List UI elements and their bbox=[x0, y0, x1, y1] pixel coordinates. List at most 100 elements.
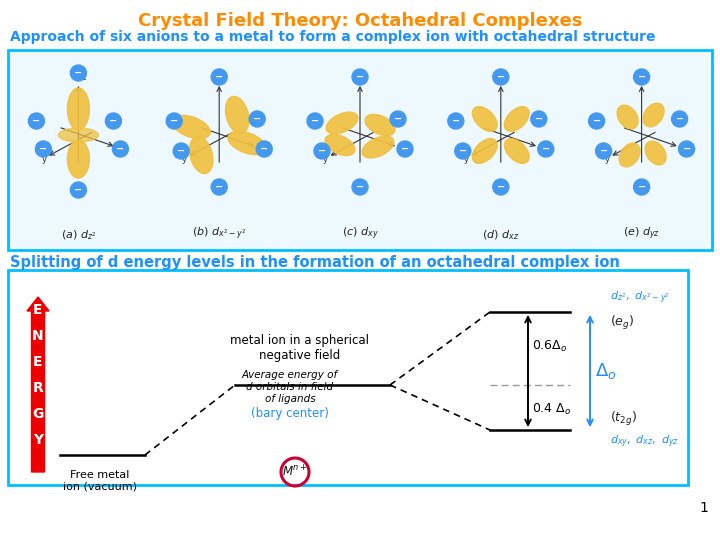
Text: x: x bbox=[258, 144, 264, 152]
Text: (bary center): (bary center) bbox=[251, 407, 329, 420]
Text: y: y bbox=[42, 156, 46, 165]
Text: Splitting of d energy levels in the formation of an octahedral complex ion: Splitting of d energy levels in the form… bbox=[10, 255, 620, 270]
Text: Average energy of
d orbitals in field
of ligands: Average energy of d orbitals in field of… bbox=[242, 370, 338, 403]
Ellipse shape bbox=[472, 106, 498, 131]
Text: z: z bbox=[222, 73, 227, 82]
Circle shape bbox=[174, 143, 189, 159]
Text: −: − bbox=[535, 114, 543, 124]
Text: −: − bbox=[637, 72, 646, 82]
Circle shape bbox=[314, 143, 330, 159]
Circle shape bbox=[589, 113, 605, 129]
Ellipse shape bbox=[228, 131, 266, 154]
Text: −: − bbox=[394, 114, 402, 124]
Text: $(t_{2g})$: $(t_{2g})$ bbox=[610, 410, 637, 428]
Text: y: y bbox=[464, 156, 469, 165]
Circle shape bbox=[538, 141, 554, 157]
Text: z: z bbox=[504, 73, 508, 82]
Circle shape bbox=[492, 69, 509, 85]
Bar bbox=[8, 270, 688, 485]
Circle shape bbox=[492, 179, 509, 195]
Text: −: − bbox=[253, 114, 261, 124]
Ellipse shape bbox=[645, 141, 666, 165]
Text: $(c)\ d_{xy}$: $(c)\ d_{xy}$ bbox=[341, 226, 379, 242]
Text: $0.6\Delta_o$: $0.6\Delta_o$ bbox=[532, 339, 567, 354]
Circle shape bbox=[448, 113, 464, 129]
Text: y: y bbox=[182, 156, 187, 165]
Circle shape bbox=[211, 179, 228, 195]
Text: $M^{n+}$: $M^{n+}$ bbox=[282, 464, 308, 480]
Circle shape bbox=[256, 141, 272, 157]
Text: $d_{xy},\ d_{xz},\ d_{yz}$: $d_{xy},\ d_{xz},\ d_{yz}$ bbox=[610, 434, 679, 450]
Circle shape bbox=[634, 179, 649, 195]
Text: x: x bbox=[399, 144, 404, 152]
Text: $(b)\ d_{x^2-y^2}$: $(b)\ d_{x^2-y^2}$ bbox=[192, 226, 246, 242]
Ellipse shape bbox=[172, 116, 210, 139]
Ellipse shape bbox=[225, 97, 249, 133]
Circle shape bbox=[307, 113, 323, 129]
Ellipse shape bbox=[619, 143, 640, 167]
Circle shape bbox=[71, 65, 86, 81]
Text: $\Delta_o$: $\Delta_o$ bbox=[595, 361, 616, 381]
Text: Approach of six anions to a metal to form a complex ion with octahedral structur: Approach of six anions to a metal to for… bbox=[10, 30, 655, 44]
Ellipse shape bbox=[68, 88, 89, 130]
Circle shape bbox=[455, 143, 471, 159]
Text: −: − bbox=[637, 182, 646, 192]
Ellipse shape bbox=[643, 103, 664, 127]
Circle shape bbox=[595, 143, 611, 159]
Text: E: E bbox=[33, 355, 42, 369]
Text: −: − bbox=[170, 116, 179, 126]
Text: $0.4\ \Delta_o$: $0.4\ \Delta_o$ bbox=[532, 402, 572, 417]
Text: x: x bbox=[540, 144, 545, 152]
Text: −: − bbox=[311, 116, 319, 126]
Ellipse shape bbox=[362, 136, 394, 158]
Text: −: − bbox=[40, 144, 48, 154]
Ellipse shape bbox=[617, 105, 638, 129]
Circle shape bbox=[166, 113, 182, 129]
Ellipse shape bbox=[58, 128, 99, 142]
Text: −: − bbox=[356, 72, 364, 82]
Text: N: N bbox=[32, 329, 44, 343]
Text: −: − bbox=[74, 68, 83, 78]
Text: G: G bbox=[32, 407, 44, 421]
Ellipse shape bbox=[505, 139, 529, 164]
Circle shape bbox=[71, 182, 86, 198]
Text: Y: Y bbox=[33, 433, 43, 447]
Text: $(e_g)$: $(e_g)$ bbox=[610, 314, 634, 332]
Circle shape bbox=[679, 141, 695, 157]
Circle shape bbox=[352, 179, 368, 195]
Text: −: − bbox=[541, 144, 550, 154]
Text: z: z bbox=[644, 73, 649, 82]
Ellipse shape bbox=[505, 106, 529, 131]
Text: −: − bbox=[215, 182, 223, 192]
Text: x: x bbox=[680, 144, 685, 152]
Circle shape bbox=[112, 141, 128, 157]
Text: E: E bbox=[33, 303, 42, 317]
Circle shape bbox=[35, 141, 51, 157]
Circle shape bbox=[672, 111, 688, 127]
Ellipse shape bbox=[365, 114, 395, 136]
Text: −: − bbox=[600, 146, 608, 156]
Circle shape bbox=[531, 111, 546, 127]
Text: −: − bbox=[215, 72, 223, 82]
Ellipse shape bbox=[326, 112, 358, 134]
Text: −: − bbox=[318, 146, 326, 156]
Text: −: − bbox=[117, 144, 125, 154]
Ellipse shape bbox=[472, 139, 498, 164]
Text: −: − bbox=[260, 144, 269, 154]
Text: −: − bbox=[401, 144, 409, 154]
Text: −: − bbox=[497, 72, 505, 82]
Circle shape bbox=[352, 69, 368, 85]
Text: −: − bbox=[593, 116, 600, 126]
Text: R: R bbox=[32, 381, 43, 395]
Text: z: z bbox=[363, 73, 367, 82]
Text: −: − bbox=[74, 185, 83, 195]
Bar bbox=[8, 50, 712, 250]
Text: −: − bbox=[177, 146, 185, 156]
Text: −: − bbox=[109, 116, 117, 126]
Text: $(d)\ d_{xz}$: $(d)\ d_{xz}$ bbox=[482, 228, 519, 242]
Circle shape bbox=[249, 111, 265, 127]
Text: $(a)\ d_{z^2}$: $(a)\ d_{z^2}$ bbox=[60, 228, 96, 242]
Text: 1: 1 bbox=[699, 501, 708, 515]
Text: −: − bbox=[675, 114, 684, 124]
Circle shape bbox=[28, 113, 45, 129]
